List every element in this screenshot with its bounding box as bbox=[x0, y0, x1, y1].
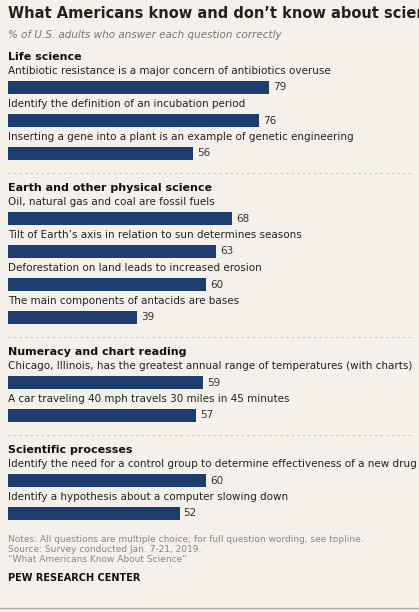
Text: Notes: All questions are multiple choice; for full question wording, see topline: Notes: All questions are multiple choice… bbox=[8, 535, 364, 544]
Bar bbox=[8, 474, 206, 487]
Text: 79: 79 bbox=[273, 83, 286, 92]
Text: 60: 60 bbox=[210, 280, 223, 289]
Bar bbox=[8, 409, 196, 422]
Text: Identify the definition of an incubation period: Identify the definition of an incubation… bbox=[8, 99, 245, 109]
Bar bbox=[8, 245, 216, 258]
Bar bbox=[8, 212, 233, 225]
Text: Deforestation on land leads to increased erosion: Deforestation on land leads to increased… bbox=[8, 263, 262, 273]
Text: What Americans know and don’t know about science: What Americans know and don’t know about… bbox=[8, 6, 419, 21]
Bar bbox=[8, 311, 137, 324]
Bar bbox=[8, 147, 193, 160]
Text: 39: 39 bbox=[141, 313, 154, 323]
Text: “What Americans Know About Science”: “What Americans Know About Science” bbox=[8, 555, 187, 564]
Bar bbox=[8, 114, 259, 127]
Text: 76: 76 bbox=[263, 116, 276, 125]
Text: Life science: Life science bbox=[8, 52, 82, 62]
Text: Tilt of Earth’s axis in relation to sun determines seasons: Tilt of Earth’s axis in relation to sun … bbox=[8, 230, 302, 240]
Text: Numeracy and chart reading: Numeracy and chart reading bbox=[8, 347, 186, 357]
Text: Oil, natural gas and coal are fossil fuels: Oil, natural gas and coal are fossil fue… bbox=[8, 197, 215, 207]
Text: 57: 57 bbox=[200, 411, 213, 420]
Bar bbox=[8, 507, 180, 520]
Bar bbox=[8, 376, 203, 389]
Text: Antibiotic resistance is a major concern of antibiotics overuse: Antibiotic resistance is a major concern… bbox=[8, 66, 331, 76]
Text: Scientific processes: Scientific processes bbox=[8, 445, 132, 455]
Bar bbox=[8, 81, 269, 94]
Text: 63: 63 bbox=[220, 247, 233, 256]
Text: % of U.S. adults who answer each question correctly: % of U.S. adults who answer each questio… bbox=[8, 30, 282, 40]
Text: 56: 56 bbox=[197, 149, 210, 159]
Text: Source: Survey conducted Jan. 7-21, 2019.: Source: Survey conducted Jan. 7-21, 2019… bbox=[8, 545, 202, 554]
Text: PEW RESEARCH CENTER: PEW RESEARCH CENTER bbox=[8, 573, 140, 583]
Text: 68: 68 bbox=[236, 214, 250, 223]
Text: 52: 52 bbox=[184, 509, 197, 518]
Text: Identify a hypothesis about a computer slowing down: Identify a hypothesis about a computer s… bbox=[8, 492, 288, 502]
Text: The main components of antacids are bases: The main components of antacids are base… bbox=[8, 296, 239, 306]
Text: Inserting a gene into a plant is an example of genetic engineering: Inserting a gene into a plant is an exam… bbox=[8, 132, 354, 142]
Bar bbox=[8, 278, 206, 291]
Text: 59: 59 bbox=[207, 378, 220, 387]
Text: Identify the need for a control group to determine effectiveness of a new drug: Identify the need for a control group to… bbox=[8, 459, 417, 469]
Text: Earth and other physical science: Earth and other physical science bbox=[8, 183, 212, 193]
Text: A car traveling 40 mph travels 30 miles in 45 minutes: A car traveling 40 mph travels 30 miles … bbox=[8, 394, 290, 404]
Text: Chicago, Illinois, has the greatest annual range of temperatures (with charts): Chicago, Illinois, has the greatest annu… bbox=[8, 361, 412, 371]
Text: 60: 60 bbox=[210, 476, 223, 485]
